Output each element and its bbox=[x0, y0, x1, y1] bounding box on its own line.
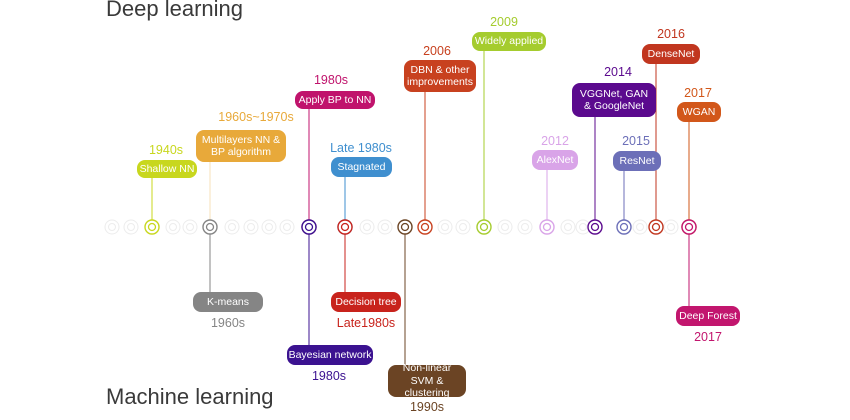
timeline-node bbox=[144, 219, 160, 235]
machine-learning-title: Machine learning bbox=[106, 384, 274, 409]
timeline-node bbox=[301, 219, 317, 235]
event-year-machine-learning: 1960s bbox=[210, 316, 246, 330]
timeline-dot bbox=[497, 219, 513, 235]
event-box-deep-learning: Apply BP to NN bbox=[295, 91, 375, 109]
event-box-deep-learning: Multilayers NN & BP algorithm bbox=[196, 130, 286, 162]
timeline-node bbox=[539, 219, 555, 235]
timeline-node bbox=[397, 219, 413, 235]
event-box-deep-learning: DenseNet bbox=[642, 44, 700, 64]
timeline-dot bbox=[165, 219, 181, 235]
event-box-deep-learning: VGGNet, GAN & GoogleNet bbox=[572, 83, 656, 117]
timeline-dot bbox=[437, 219, 453, 235]
timeline-node bbox=[616, 219, 632, 235]
timeline-node bbox=[681, 219, 697, 235]
event-box-deep-learning: ResNet bbox=[613, 151, 661, 171]
event-year-deep-learning: 1960s~1970s bbox=[218, 110, 294, 124]
timeline-node bbox=[417, 219, 433, 235]
event-box-machine-learning: Bayesian network bbox=[287, 345, 373, 365]
event-year-deep-learning: 2009 bbox=[490, 15, 518, 29]
event-box-deep-learning: DBN & other improvements bbox=[404, 60, 476, 92]
event-year-deep-learning: 1980s bbox=[313, 73, 349, 87]
timeline-dot bbox=[663, 219, 679, 235]
event-year-deep-learning: 2015 bbox=[622, 134, 650, 148]
event-box-machine-learning: Decision tree bbox=[331, 292, 401, 312]
event-box-machine-learning: K-means bbox=[193, 292, 263, 312]
event-box-deep-learning: WGAN bbox=[677, 102, 721, 122]
event-year-deep-learning: 2006 bbox=[423, 44, 451, 58]
timeline-dot bbox=[261, 219, 277, 235]
event-year-deep-learning: Late 1980s bbox=[330, 141, 392, 155]
event-year-deep-learning: 2012 bbox=[541, 134, 569, 148]
timeline-node bbox=[648, 219, 664, 235]
timeline-dot bbox=[279, 219, 295, 235]
event-box-deep-learning: Widely applied bbox=[472, 32, 546, 51]
timeline-dot bbox=[182, 219, 198, 235]
event-year-machine-learning: 2017 bbox=[694, 330, 722, 344]
timeline-node bbox=[202, 219, 218, 235]
timeline-dot bbox=[243, 219, 259, 235]
timeline-dot bbox=[377, 219, 393, 235]
event-year-deep-learning: 2016 bbox=[657, 27, 685, 41]
timeline-dot bbox=[224, 219, 240, 235]
event-box-machine-learning: Non-linear SVM & clustering bbox=[388, 362, 466, 399]
event-box-machine-learning: Deep Forest bbox=[676, 306, 740, 326]
timeline-dot bbox=[123, 219, 139, 235]
event-box-deep-learning: Shallow NN bbox=[137, 160, 197, 178]
event-year-machine-learning: 1980s bbox=[311, 369, 347, 383]
timeline-dot bbox=[517, 219, 533, 235]
timeline-dot bbox=[455, 219, 471, 235]
timeline-dot bbox=[104, 219, 120, 235]
timeline-dot bbox=[359, 219, 375, 235]
deep-learning-title: Deep learning bbox=[106, 0, 243, 21]
timeline-node bbox=[476, 219, 492, 235]
event-year-deep-learning: 2017 bbox=[684, 86, 712, 100]
event-year-deep-learning: 2014 bbox=[604, 65, 632, 79]
timeline-node bbox=[587, 219, 603, 235]
event-box-deep-learning: AlexNet bbox=[532, 150, 578, 170]
timeline-dot bbox=[560, 219, 576, 235]
event-box-deep-learning: Stagnated bbox=[331, 157, 392, 177]
timeline-dot bbox=[632, 219, 648, 235]
event-year-deep-learning: 1940s bbox=[148, 143, 184, 157]
event-year-machine-learning: Late1980s bbox=[336, 316, 396, 330]
timeline-node bbox=[337, 219, 353, 235]
event-year-machine-learning: 1990s bbox=[409, 400, 445, 414]
